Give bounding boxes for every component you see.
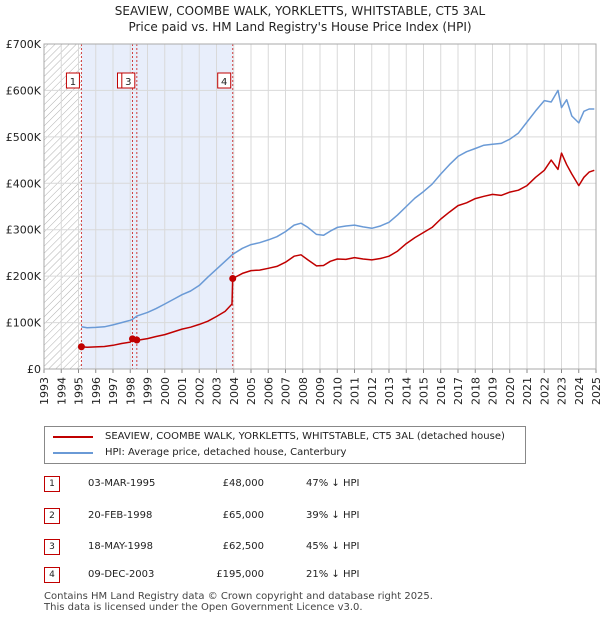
data-attribution: Contains HM Land Registry data © Crown c… [44,591,433,613]
transaction-hpi-diff: 39% ↓ HPI [306,510,360,521]
transaction-number-badge: 3 [44,539,60,555]
x-tick-label: 2017 [452,377,465,405]
transaction-hpi-diff: 21% ↓ HPI [306,569,360,580]
shaded-ownership-span [81,44,233,369]
x-tick-label: 2008 [297,377,310,405]
x-tick-label: 2001 [176,377,189,405]
price-chart: 1234 £0£100K£200K£300K£400K£500K£600K£70… [6,38,600,405]
x-tick-label: 2015 [418,377,431,405]
chart-subtitle: Price paid vs. HM Land Registry's House … [128,20,472,34]
transaction-price: £48,000 [222,478,264,489]
transaction-label-box [217,72,232,89]
legend-swatch-hpi [53,452,93,454]
transaction-price: £195,000 [216,569,264,580]
x-tick-label: 1997 [107,377,120,405]
transaction-marker [133,336,141,344]
x-tick-label: 2018 [469,377,482,405]
x-tick-label: 1995 [73,377,86,405]
transaction-label-box [65,72,80,89]
x-tick-label: 2006 [262,377,275,405]
x-tick-label: 2005 [245,377,258,405]
y-tick-label: £600K [6,84,42,97]
transaction-marker [229,274,237,282]
x-tick-label: 2009 [314,377,327,405]
x-tick-label: 2016 [435,377,448,405]
plot-border [43,43,597,370]
x-tick-label: 2024 [573,377,586,405]
legend-label-property: SEAVIEW, COOMBE WALK, YORKLETTS, WHITSTA… [105,431,505,442]
x-tick-label: 2021 [521,377,534,405]
transaction-number-badge: 1 [44,476,60,492]
legend-label-hpi: HPI: Average price, detached house, Cant… [105,447,347,458]
y-tick-label: £500K [6,131,42,144]
x-tick-label: 2012 [366,377,379,405]
x-tick-label: 1993 [38,377,51,405]
x-tick-label: 2004 [228,377,241,405]
x-tick-label: 2023 [556,377,569,405]
transaction-marker [77,343,85,351]
x-tick-label: 2011 [349,377,362,405]
x-tick-label: 2007 [280,377,293,405]
transaction-hpi-diff: 47% ↓ HPI [306,478,360,489]
x-tick-label: 2000 [159,377,172,405]
chart-title: SEAVIEW, COOMBE WALK, YORKLETTS, WHITSTA… [114,4,486,18]
y-tick-label: £700K [6,38,42,51]
x-tick-label: 1998 [124,377,137,405]
hpi-line [81,89,595,329]
x-tick-label: 1994 [55,377,68,405]
attribution-line-1: Contains HM Land Registry data © Crown c… [44,591,433,602]
legend-swatch-property [53,436,93,438]
x-tick-label: 2025 [590,377,600,405]
property-price-line [81,152,595,348]
transaction-hpi-diff: 45% ↓ HPI [306,541,360,552]
transaction-label-number: 1 [70,77,76,88]
x-tick-label: 2020 [504,377,517,405]
transaction-label-number: 4 [221,77,227,88]
y-tick-label: £100K [6,317,42,330]
y-tick-label: £300K [6,224,42,237]
transaction-date: 09-DEC-2003 [88,569,155,580]
transaction-label-box [121,72,136,89]
transaction-date: 18-MAY-1998 [88,541,154,552]
x-tick-label: 2013 [383,377,396,405]
x-tick-label: 2002 [193,377,206,405]
transaction-number-badge: 2 [44,508,60,524]
transaction-price: £62,500 [222,541,264,552]
x-tick-label: 2010 [331,377,344,405]
x-tick-label: 2019 [487,377,500,405]
x-tick-label: 1999 [142,377,155,405]
transaction-price: £65,000 [222,510,264,521]
x-tick-label: 2014 [400,377,413,405]
x-tick-label: 2003 [211,377,224,405]
transaction-date: 20-FEB-1998 [88,510,153,521]
x-tick-label: 2022 [538,377,551,405]
attribution-line-2: This data is licensed under the Open Gov… [44,602,363,613]
hatched-region [44,44,82,369]
transaction-date: 03-MAR-1995 [88,478,156,489]
y-tick-label: £400K [6,177,42,190]
transaction-number-badge: 4 [44,567,60,583]
y-tick-label: £200K [6,270,42,283]
transaction-label-number: 3 [125,77,131,88]
x-tick-label: 1996 [90,377,103,405]
chart-legend: SEAVIEW, COOMBE WALK, YORKLETTS, WHITSTA… [44,426,526,464]
y-tick-label: £0 [27,363,41,376]
